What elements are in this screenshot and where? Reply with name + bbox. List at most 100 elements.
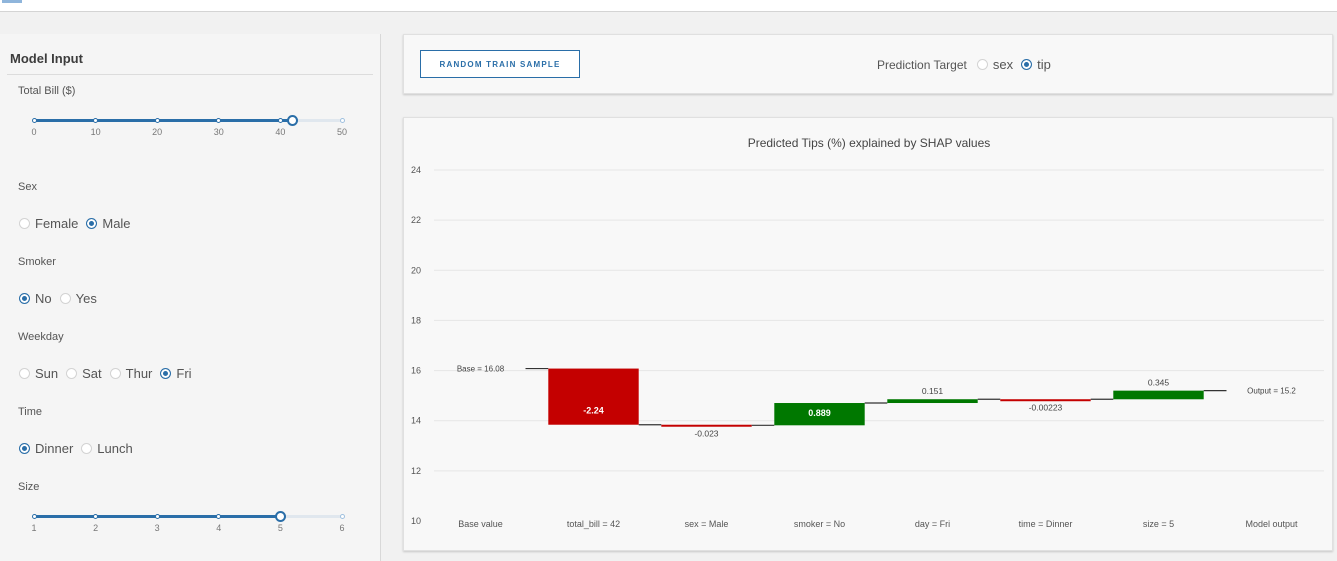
total-bill-slider-mark-label: 50 (336, 127, 347, 137)
total-bill-slider-dot (339, 118, 345, 123)
top-nav-bar (0, 0, 1337, 12)
app-logo[interactable] (2, 0, 22, 3)
smoker-radio-group: No Yes (19, 291, 105, 306)
size-slider-dot (216, 514, 222, 519)
target-option-label: sex (992, 57, 1014, 72)
smoker-radio-no[interactable] (19, 293, 30, 304)
size-slider-dot (339, 514, 345, 519)
sex-radio-female[interactable] (19, 218, 30, 229)
size-slider-mark-label: 3 (154, 523, 160, 533)
bar-value-label: -0.023 (694, 428, 718, 438)
size-slider-mark-label: 4 (216, 523, 222, 533)
total-bill-slider-mark-label: 0 (31, 127, 37, 137)
sidebar-title: Model Input (10, 51, 83, 66)
bar-value-label: 0.345 (1148, 378, 1170, 388)
smoker-option-label: Yes (75, 291, 97, 306)
total-bill-slider-track[interactable] (34, 119, 293, 122)
time-option-label: Lunch (97, 441, 133, 456)
weekday-radio-sat[interactable] (66, 368, 78, 379)
total-bill-slider-dot (31, 118, 37, 123)
shap-bar (1113, 390, 1204, 400)
sex-label: Sex (18, 181, 37, 193)
weekday-radio-sun[interactable] (19, 368, 30, 379)
size-slider-dot (154, 514, 160, 519)
time-option-dinner[interactable]: Dinner (19, 441, 73, 456)
target-option-tip[interactable]: tip (1021, 57, 1051, 72)
controls-panel: RANDOM TRAIN SAMPLE Prediction Target se… (403, 34, 1333, 94)
y-tick-label: 24 (411, 165, 421, 175)
weekday-option-label: Sat (82, 366, 102, 381)
x-tick-label: day = Fri (915, 519, 950, 529)
size-slider-handle[interactable] (274, 511, 286, 522)
x-tick-label: total_bill = 42 (567, 519, 620, 529)
y-tick-label: 18 (411, 315, 421, 325)
shap-bar (774, 403, 865, 426)
sex-option-female[interactable]: Female (19, 216, 78, 231)
weekday-option-fri[interactable]: Fri (160, 366, 192, 381)
weekday-option-thur[interactable]: Thur (109, 366, 152, 381)
x-tick-label: sex = Male (685, 519, 729, 529)
x-tick-label: Model output (1245, 519, 1298, 529)
time-option-lunch[interactable]: Lunch (81, 441, 133, 456)
smoker-option-no[interactable]: No (19, 291, 52, 306)
prediction-target-label: Prediction Target (877, 57, 967, 72)
weekday-option-label: Sun (35, 366, 59, 381)
size-slider[interactable]: 1 2 3 4 5 6 (31, 511, 345, 542)
target-radio-sex[interactable] (976, 59, 988, 70)
smoker-radio-yes[interactable] (59, 293, 71, 304)
y-tick-label: 20 (411, 265, 421, 275)
shap-waterfall-chart: Predicted Tips (%) explained by SHAP val… (411, 136, 1324, 529)
sex-radio-male[interactable] (86, 218, 98, 229)
total-bill-slider-dot (216, 118, 222, 123)
sex-option-label: Male (102, 216, 131, 231)
size-label: Size (18, 481, 40, 493)
time-radio-lunch[interactable] (81, 443, 93, 454)
sex-option-male[interactable]: Male (86, 216, 131, 231)
weekday-option-sun[interactable]: Sun (19, 366, 58, 381)
weekday-option-sat[interactable]: Sat (66, 366, 102, 381)
x-tick-label: size = 5 (1143, 519, 1174, 529)
random-train-sample-button[interactable]: RANDOM TRAIN SAMPLE (420, 50, 580, 78)
shap-bar (661, 424, 752, 427)
x-tick-label: time = Dinner (1019, 519, 1073, 529)
size-slider-dot (93, 514, 99, 519)
total-bill-slider-mark-label: 40 (275, 127, 286, 137)
weekday-radio-fri[interactable] (160, 368, 172, 379)
bar-value-label: -2.24 (583, 406, 604, 416)
total-bill-slider-handle[interactable] (287, 115, 299, 126)
total-bill-slider-mark-label: 10 (90, 127, 101, 137)
smoker-option-yes[interactable]: Yes (59, 291, 97, 306)
bar-value-label: 0.151 (922, 386, 944, 396)
base-value-label: Base = 16.08 (457, 365, 505, 374)
shap-bar (1000, 399, 1091, 402)
total-bill-slider-dot (154, 118, 160, 123)
time-radio-group: Dinner Lunch (19, 441, 141, 456)
sex-radio-group: Female Male (19, 216, 139, 231)
bar-value-label: 0.889 (808, 408, 831, 418)
shap-chart-panel: Predicted Tips (%) explained by SHAP val… (403, 117, 1333, 551)
target-radio-tip[interactable] (1021, 59, 1033, 70)
weekday-radio-thur[interactable] (109, 368, 121, 379)
y-tick-label: 12 (411, 466, 421, 476)
y-tick-label: 22 (411, 215, 421, 225)
total-bill-slider[interactable]: 0 10 20 30 40 50 (31, 115, 347, 146)
time-label: Time (18, 406, 43, 418)
total-bill-slider-mark-label: 30 (213, 127, 224, 137)
weekday-label: Weekday (18, 331, 64, 343)
shap-bar (548, 368, 639, 425)
total-bill-slider-dot (93, 118, 99, 123)
size-slider-mark-label: 2 (93, 523, 99, 533)
prediction-target-group: Prediction Target sex tip (877, 57, 1059, 72)
smoker-option-label: No (35, 291, 52, 306)
y-tick-label: 10 (411, 516, 421, 526)
x-tick-label: smoker = No (794, 519, 845, 529)
weekday-option-label: Fri (176, 366, 192, 381)
target-option-sex[interactable]: sex (976, 57, 1014, 72)
shap-bar (887, 399, 978, 404)
chart-title: Predicted Tips (%) explained by SHAP val… (748, 136, 991, 150)
size-slider-mark-label: 6 (339, 523, 345, 533)
divider (7, 74, 373, 75)
smoker-label: Smoker (18, 256, 56, 268)
time-radio-dinner[interactable] (19, 443, 30, 454)
size-slider-mark-label: 1 (31, 523, 37, 533)
